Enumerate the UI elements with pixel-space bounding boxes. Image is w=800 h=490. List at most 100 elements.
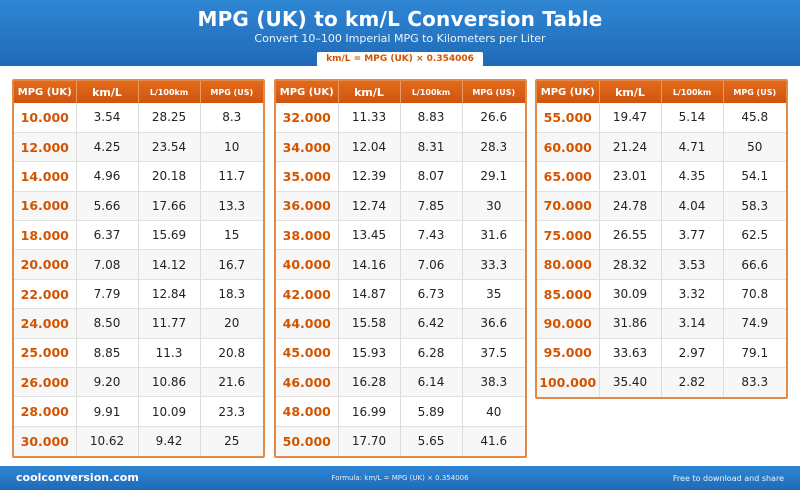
l100km-cell: 17.66 [138,191,201,222]
l100km-cell: 7.85 [400,191,463,222]
conversion-table-1: MPG (UK) km/L L/100km MPG (US) 10.000 3.54 28… [12,79,265,458]
table-row: 35.000 12.39 8.07 29.1 [276,161,525,192]
table-row: 80.000 28.32 3.53 66.6 [537,249,786,280]
mpg-us-cell: 28.3 [462,132,525,163]
table-header-row: MPG (UK) km/L L/100km MPG (US) [276,81,525,103]
conversion-table-2: MPG (UK) km/L L/100km MPG (US) 32.000 11.33 8… [274,79,527,458]
l100km-cell: 8.07 [400,161,463,192]
table-1: MPG (UK) km/L L/100km MPG (US) 10.000 3.54 28… [14,81,263,456]
mpg-uk-cell: 70.000 [537,191,600,222]
kml-cell: 12.04 [338,132,401,163]
table-row: 16.000 5.66 17.66 13.3 [14,191,263,222]
footer-note: Free to download and share [672,474,784,483]
kml-cell: 21.24 [599,132,662,163]
mpg-uk-cell: 50.000 [276,426,339,456]
table-row: 48.000 16.99 5.89 40 [276,396,525,427]
mpg-us-cell: 40 [462,396,525,427]
l100km-cell: 8.83 [400,103,463,133]
l100km-cell: 4.04 [661,191,724,222]
mpg-us-cell: 20 [200,308,263,339]
l100km-cell: 2.97 [661,338,724,369]
l100km-cell: 9.42 [138,426,201,456]
mpg-uk-cell: 42.000 [276,279,339,310]
mpg-us-cell: 37.5 [462,338,525,369]
mpg-us-cell: 36.6 [462,308,525,339]
mpg-us-cell: 38.3 [462,367,525,398]
mpg-uk-cell: 85.000 [537,279,600,310]
mpg-uk-cell: 25.000 [14,338,77,369]
mpg-uk-cell: 20.000 [14,249,77,280]
mpg-uk-cell: 12.000 [14,132,77,163]
kml-cell: 31.86 [599,308,662,339]
mpg-us-cell: 26.6 [462,103,525,133]
l100km-cell: 4.71 [661,132,724,163]
mpg-uk-cell: 100.000 [537,367,600,397]
kml-cell: 8.50 [76,308,139,339]
l100km-cell: 5.14 [661,103,724,133]
l100km-cell: 15.69 [138,220,201,251]
mpg-uk-cell: 48.000 [276,396,339,427]
kml-cell: 5.66 [76,191,139,222]
mpg-uk-header: MPG (UK) [14,81,77,103]
mpg-uk-cell: 34.000 [276,132,339,163]
table-row: 75.000 26.55 3.77 62.5 [537,220,786,251]
l100km-cell: 2.82 [661,367,724,397]
table-header-row: MPG (UK) km/L L/100km MPG (US) [537,81,786,103]
footer-formula: Formula: km/L = MPG (UK) × 0.354006 [331,474,469,482]
kml-cell: 26.55 [599,220,662,251]
l100km-cell: 11.77 [138,308,201,339]
mpg-uk-cell: 75.000 [537,220,600,251]
table-row: 30.000 10.62 9.42 25 [14,426,263,456]
mpg-uk-cell: 45.000 [276,338,339,369]
l100km-cell: 20.18 [138,161,201,192]
mpg-us-cell: 66.6 [723,249,786,280]
kml-cell: 23.01 [599,161,662,192]
table-header-row: MPG (UK) km/L L/100km MPG (US) [14,81,263,103]
kml-header: km/L [599,81,662,103]
kml-cell: 12.39 [338,161,401,192]
kml-cell: 28.32 [599,249,662,280]
table-row: 95.000 33.63 2.97 79.1 [537,338,786,369]
table-row: 55.000 19.47 5.14 45.8 [537,103,786,133]
table-row: 100.000 35.40 2.82 83.3 [537,367,786,397]
mpg-us-cell: 54.1 [723,161,786,192]
kml-cell: 6.37 [76,220,139,251]
kml-cell: 30.09 [599,279,662,310]
table-row: 70.000 24.78 4.04 58.3 [537,191,786,222]
table-body: 32.000 11.33 8.83 26.6 34.000 12.04 8.31 28.3 35… [276,103,525,456]
mpg-us-cell: 29.1 [462,161,525,192]
l100km-cell: 5.65 [400,426,463,456]
mpg-us-cell: 31.6 [462,220,525,251]
mpg-us-cell: 16.7 [200,249,263,280]
formula-badge: km/L = MPG (UK) × 0.354006 [317,52,483,67]
kml-header: km/L [338,81,401,103]
kml-cell: 3.54 [76,103,139,133]
mpg-us-cell: 79.1 [723,338,786,369]
table-row: 28.000 9.91 10.09 23.3 [14,396,263,427]
mpg-us-cell: 45.8 [723,103,786,133]
table-row: 44.000 15.58 6.42 36.6 [276,308,525,339]
mpg-us-cell: 50 [723,132,786,163]
mpg-uk-cell: 44.000 [276,308,339,339]
page-subtitle: Convert 10–100 Imperial MPG to Kilometer… [254,32,546,45]
kml-cell: 7.08 [76,249,139,280]
mpg-uk-cell: 40.000 [276,249,339,280]
table-row: 22.000 7.79 12.84 18.3 [14,279,263,310]
site-link[interactable]: coolconversion.com [16,471,139,484]
l100km-cell: 6.14 [400,367,463,398]
kml-cell: 33.63 [599,338,662,369]
mpg-uk-cell: 28.000 [14,396,77,427]
kml-cell: 8.85 [76,338,139,369]
l100km-cell: 3.53 [661,249,724,280]
kml-cell: 17.70 [338,426,401,456]
mpg-us-cell: 58.3 [723,191,786,222]
l100km-cell: 10.86 [138,367,201,398]
table-row: 50.000 17.70 5.65 41.6 [276,426,525,456]
l100km-header: L/100km [400,81,463,103]
kml-cell: 13.45 [338,220,401,251]
mpg-uk-header: MPG (UK) [276,81,339,103]
table-row: 40.000 14.16 7.06 33.3 [276,249,525,280]
kml-cell: 15.93 [338,338,401,369]
l100km-cell: 10.09 [138,396,201,427]
mpg-uk-cell: 14.000 [14,161,77,192]
